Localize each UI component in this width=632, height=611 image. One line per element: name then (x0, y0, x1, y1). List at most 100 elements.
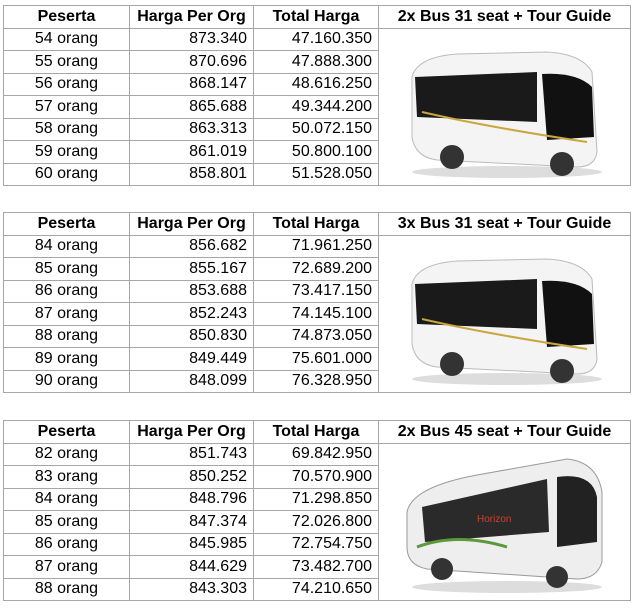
total-cell: 50.800.100 (253, 140, 379, 164)
header-peserta: Peserta (3, 420, 130, 444)
price-table: Peserta Harga Per Org Total Harga 2x Bus… (3, 5, 631, 186)
harga-cell: 843.303 (129, 577, 254, 601)
price-table: Peserta Harga Per Org Total Harga 3x Bus… (3, 212, 631, 393)
svg-text:Horizon: Horizon (477, 514, 511, 525)
harga-cell: 858.801 (129, 162, 254, 186)
harga-cell: 865.688 (129, 95, 254, 119)
harga-cell: 863.313 (129, 117, 254, 141)
peserta-cell: 85 orang (3, 257, 130, 281)
header-peserta: Peserta (3, 212, 130, 236)
total-cell: 47.160.350 (253, 27, 379, 51)
harga-cell: 870.696 (129, 50, 254, 74)
harga-cell: 848.796 (129, 487, 254, 511)
peserta-cell: 57 orang (3, 95, 130, 119)
total-cell: 69.842.950 (253, 442, 379, 466)
peserta-cell: 88 orang (3, 577, 130, 601)
harga-cell: 855.167 (129, 257, 254, 281)
peserta-cell: 82 orang (3, 442, 130, 466)
peserta-cell: 85 orang (3, 510, 130, 534)
peserta-cell: 89 orang (3, 347, 130, 371)
peserta-cell: 86 orang (3, 279, 130, 303)
harga-cell: 851.743 (129, 442, 254, 466)
price-table: Peserta Harga Per Org Total Harga 2x Bus… (3, 420, 631, 601)
peserta-cell: 54 orang (3, 27, 130, 51)
total-cell: 72.689.200 (253, 257, 379, 281)
header-row: Peserta Harga Per Org Total Harga 2x Bus… (3, 420, 631, 444)
harga-cell: 873.340 (129, 27, 254, 51)
harga-cell: 844.629 (129, 555, 254, 579)
peserta-cell: 90 orang (3, 369, 130, 393)
table-row: 83 orang 850.252 70.570.900 (3, 465, 631, 489)
table-row: 56 orang 868.147 48.616.250 (3, 72, 631, 96)
total-cell: 72.026.800 (253, 510, 379, 534)
harga-cell: 868.147 (129, 72, 254, 96)
total-cell: 71.298.850 (253, 487, 379, 511)
peserta-cell: 87 orang (3, 302, 130, 326)
table-row: 86 orang 853.688 73.417.150 (3, 279, 631, 303)
table-row: 85 orang 847.374 72.026.800 (3, 510, 631, 534)
header-total: Total Harga (253, 5, 379, 29)
header-harga: Harga Per Org (129, 420, 254, 444)
total-cell: 74.210.650 (253, 577, 379, 601)
peserta-cell: 83 orang (3, 465, 130, 489)
minibus-image (378, 27, 631, 186)
harga-cell: 847.374 (129, 510, 254, 534)
table-row: 85 orang 855.167 72.689.200 (3, 257, 631, 281)
peserta-cell: 58 orang (3, 117, 130, 141)
table-row: 84 orang 856.682 71.961.250 (3, 234, 631, 393)
table-row: 82 orang 851.743 69.842.950 Horizon (3, 442, 631, 601)
package-title: 2x Bus 45 seat + Tour Guide (378, 420, 631, 444)
harga-cell: 849.449 (129, 347, 254, 371)
table-row: 58 orang 863.313 50.072.150 (3, 117, 631, 141)
peserta-cell: 88 orang (3, 324, 130, 348)
total-cell: 76.328.950 (253, 369, 379, 393)
minibus-image (378, 234, 631, 393)
harga-cell: 848.099 (129, 369, 254, 393)
harga-cell: 861.019 (129, 140, 254, 164)
table-row: 60 orang 858.801 51.528.050 (3, 162, 631, 186)
header-row: Peserta Harga Per Org Total Harga 3x Bus… (3, 212, 631, 236)
peserta-cell: 87 orang (3, 555, 130, 579)
table-row: 54 orang 873.340 47.160.350 (3, 27, 631, 186)
total-cell: 51.528.050 (253, 162, 379, 186)
total-cell: 75.601.000 (253, 347, 379, 371)
total-cell: 47.888.300 (253, 50, 379, 74)
total-cell: 74.145.100 (253, 302, 379, 326)
package-title: 3x Bus 31 seat + Tour Guide (378, 212, 631, 236)
total-cell: 71.961.250 (253, 234, 379, 258)
peserta-cell: 55 orang (3, 50, 130, 74)
peserta-cell: 59 orang (3, 140, 130, 164)
peserta-cell: 56 orang (3, 72, 130, 96)
big-bus-image: Horizon (378, 442, 631, 601)
harga-cell: 845.985 (129, 532, 254, 556)
header-row: Peserta Harga Per Org Total Harga 2x Bus… (3, 5, 631, 29)
table-row: 86 orang 845.985 72.754.750 (3, 532, 631, 556)
harga-cell: 850.252 (129, 465, 254, 489)
package-title: 2x Bus 31 seat + Tour Guide (378, 5, 631, 29)
peserta-cell: 84 orang (3, 234, 130, 258)
total-cell: 73.417.150 (253, 279, 379, 303)
table-row: 59 orang 861.019 50.800.100 (3, 140, 631, 164)
header-harga: Harga Per Org (129, 5, 254, 29)
harga-cell: 856.682 (129, 234, 254, 258)
total-cell: 74.873.050 (253, 324, 379, 348)
harga-cell: 853.688 (129, 279, 254, 303)
peserta-cell: 86 orang (3, 532, 130, 556)
table-row: 88 orang 843.303 74.210.650 (3, 577, 631, 601)
header-peserta: Peserta (3, 5, 130, 29)
total-cell: 48.616.250 (253, 72, 379, 96)
header-harga: Harga Per Org (129, 212, 254, 236)
table-row: 90 orang 848.099 76.328.950 (3, 369, 631, 393)
header-total: Total Harga (253, 212, 379, 236)
peserta-cell: 60 orang (3, 162, 130, 186)
total-cell: 73.482.700 (253, 555, 379, 579)
total-cell: 70.570.900 (253, 465, 379, 489)
harga-cell: 850.830 (129, 324, 254, 348)
table-row: 87 orang 852.243 74.145.100 (3, 302, 631, 326)
total-cell: 72.754.750 (253, 532, 379, 556)
total-cell: 50.072.150 (253, 117, 379, 141)
peserta-cell: 84 orang (3, 487, 130, 511)
harga-cell: 852.243 (129, 302, 254, 326)
header-total: Total Harga (253, 420, 379, 444)
total-cell: 49.344.200 (253, 95, 379, 119)
